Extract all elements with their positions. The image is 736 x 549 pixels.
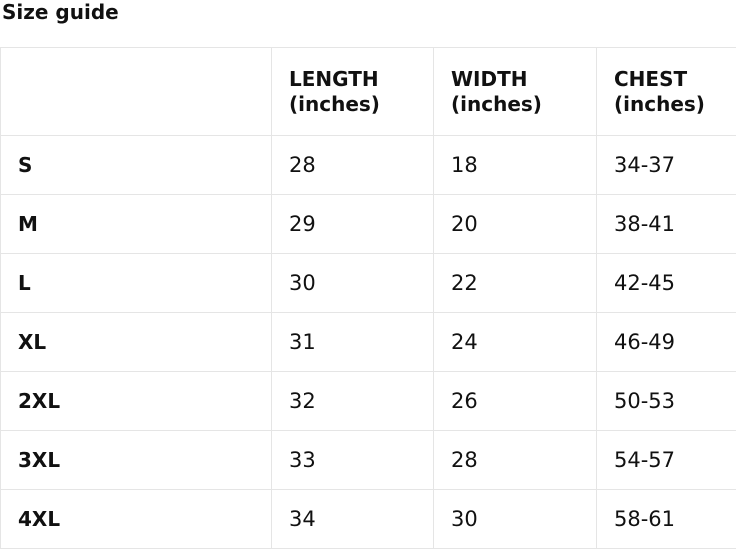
table-header-row: LENGTH (inches) WIDTH (inches) CHEST (in…: [0, 47, 736, 136]
chest-value: 34-37: [596, 135, 736, 195]
table-row-4xl: 4XL 34 30 58-61: [0, 489, 736, 549]
chest-value: 58-61: [596, 489, 736, 549]
header-chest: CHEST (inches): [596, 47, 736, 136]
chest-value: 38-41: [596, 194, 736, 254]
size-label: XL: [0, 312, 272, 372]
table-row-xl: XL 31 24 46-49: [0, 312, 736, 372]
header-width: WIDTH (inches): [433, 47, 597, 136]
page-title: Size guide: [2, 0, 119, 24]
table-row-2xl: 2XL 32 26 50-53: [0, 371, 736, 431]
length-value: 29: [271, 194, 434, 254]
size-label: 2XL: [0, 371, 272, 431]
length-value: 28: [271, 135, 434, 195]
chest-value: 46-49: [596, 312, 736, 372]
chest-value: 42-45: [596, 253, 736, 313]
size-guide-table: LENGTH (inches) WIDTH (inches) CHEST (in…: [0, 47, 736, 549]
header-size-blank: [0, 47, 272, 136]
length-value: 33: [271, 430, 434, 490]
table-row-l: L 30 22 42-45: [0, 253, 736, 313]
width-value: 30: [433, 489, 597, 549]
chest-value: 50-53: [596, 371, 736, 431]
size-label: 3XL: [0, 430, 272, 490]
table-row-3xl: 3XL 33 28 54-57: [0, 430, 736, 490]
length-value: 32: [271, 371, 434, 431]
size-label: L: [0, 253, 272, 313]
width-value: 26: [433, 371, 597, 431]
length-value: 31: [271, 312, 434, 372]
table-row-m: M 29 20 38-41: [0, 194, 736, 254]
width-value: 22: [433, 253, 597, 313]
length-value: 34: [271, 489, 434, 549]
size-label: M: [0, 194, 272, 254]
width-value: 28: [433, 430, 597, 490]
length-value: 30: [271, 253, 434, 313]
width-value: 24: [433, 312, 597, 372]
width-value: 20: [433, 194, 597, 254]
table-row-s: S 28 18 34-37: [0, 135, 736, 195]
size-label: 4XL: [0, 489, 272, 549]
size-label: S: [0, 135, 272, 195]
header-length: LENGTH (inches): [271, 47, 434, 136]
width-value: 18: [433, 135, 597, 195]
chest-value: 54-57: [596, 430, 736, 490]
